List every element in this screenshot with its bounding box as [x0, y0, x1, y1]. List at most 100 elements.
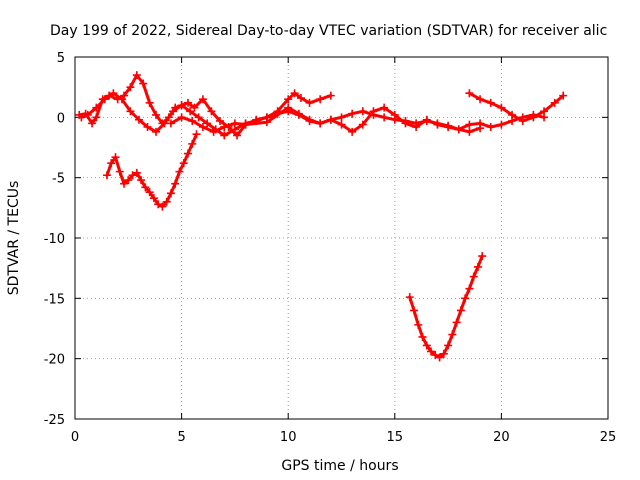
- data-point: [427, 347, 436, 356]
- data-point: [454, 125, 463, 134]
- data-point: [348, 109, 357, 118]
- data-point: [203, 119, 212, 128]
- data-point: [132, 168, 141, 177]
- data-point: [284, 103, 293, 112]
- data-point: [476, 95, 485, 104]
- data-point: [540, 107, 549, 116]
- data-point: [186, 107, 195, 116]
- data-point: [192, 130, 201, 139]
- x-axis-title: GPS time / hours: [281, 458, 398, 474]
- data-point: [422, 115, 431, 124]
- data-point: [305, 115, 314, 124]
- data-point: [166, 189, 175, 198]
- chart-title: Day 199 of 2022, Sidereal Day-to-day VTE…: [50, 23, 607, 39]
- data-point: [508, 110, 517, 119]
- data-point: [456, 306, 465, 315]
- x-tick-label: 15: [387, 430, 404, 445]
- data-point: [316, 119, 325, 128]
- data-point: [102, 171, 111, 180]
- data-point: [128, 171, 137, 180]
- data-point: [152, 110, 161, 119]
- data-point: [92, 103, 101, 112]
- data-point: [177, 113, 186, 122]
- data-point: [358, 120, 367, 129]
- series-line: [467, 91, 565, 123]
- axis-ticks: 0 5 10 15 20 25 -25 -20 -15 -10 -5 0 5: [44, 51, 617, 445]
- data-point: [412, 122, 421, 131]
- x-tick-label: 5: [177, 430, 185, 445]
- data-point: [435, 353, 444, 362]
- data-point: [444, 122, 453, 131]
- data-point: [405, 293, 414, 302]
- data-point: [145, 98, 154, 107]
- data-point: [220, 122, 229, 131]
- data-point: [401, 119, 410, 128]
- series-track-4: [465, 89, 568, 125]
- x-tick-label: 25: [600, 430, 617, 445]
- series-line: [169, 106, 482, 134]
- y-tick-label: -20: [44, 353, 65, 368]
- data-point: [390, 110, 399, 119]
- data-point: [126, 83, 135, 92]
- data-point: [230, 119, 239, 128]
- data-point: [143, 122, 152, 131]
- data-point: [175, 167, 184, 176]
- data-point: [209, 127, 218, 136]
- data-point: [444, 341, 453, 350]
- data-point: [461, 294, 470, 303]
- data-point: [162, 197, 171, 206]
- data-point: [409, 306, 418, 315]
- data-point: [171, 179, 180, 188]
- data-point: [422, 341, 431, 350]
- data-point: [215, 116, 224, 125]
- data-point: [337, 120, 346, 129]
- data-point: [77, 113, 86, 122]
- data-point: [117, 95, 126, 104]
- y-tick-label: 5: [57, 51, 65, 66]
- data-point: [124, 176, 133, 185]
- data-point: [316, 95, 325, 104]
- data-point: [88, 119, 97, 128]
- data-point: [448, 330, 457, 339]
- series-track-3: [166, 103, 485, 136]
- data-point: [478, 252, 487, 261]
- data-point: [233, 131, 242, 140]
- data-point: [194, 113, 203, 122]
- series-line: [77, 73, 333, 137]
- series-line: [105, 132, 198, 209]
- data-series: [75, 71, 568, 362]
- grid-lines: [75, 57, 608, 419]
- data-point: [380, 113, 389, 122]
- data-point: [296, 94, 305, 103]
- x-tick-label: 10: [280, 430, 297, 445]
- data-point: [337, 113, 346, 122]
- data-point: [326, 115, 335, 124]
- data-point: [188, 139, 197, 148]
- data-point: [92, 113, 101, 122]
- data-point: [100, 95, 109, 104]
- data-point: [137, 176, 146, 185]
- data-point: [207, 107, 216, 116]
- data-point: [469, 272, 478, 281]
- data-point: [465, 284, 474, 293]
- data-point: [158, 202, 167, 211]
- data-point: [141, 183, 150, 192]
- data-point: [497, 120, 506, 129]
- data-point: [414, 320, 423, 329]
- y-tick-label: 0: [57, 111, 65, 126]
- data-point: [418, 332, 427, 341]
- data-point: [465, 120, 474, 129]
- y-tick-label: -15: [44, 292, 65, 307]
- data-point: [220, 131, 229, 140]
- y-tick-label: -10: [44, 232, 65, 247]
- data-point: [559, 91, 568, 100]
- data-point: [109, 89, 118, 98]
- y-tick-label: -25: [44, 413, 65, 428]
- x-tick-label: 20: [493, 430, 510, 445]
- data-point: [348, 127, 357, 136]
- data-point: [115, 167, 124, 176]
- data-point: [529, 113, 538, 122]
- y-axis-title: SDTVAR / TECUs: [6, 181, 22, 296]
- data-point: [83, 110, 92, 119]
- data-point: [369, 107, 378, 116]
